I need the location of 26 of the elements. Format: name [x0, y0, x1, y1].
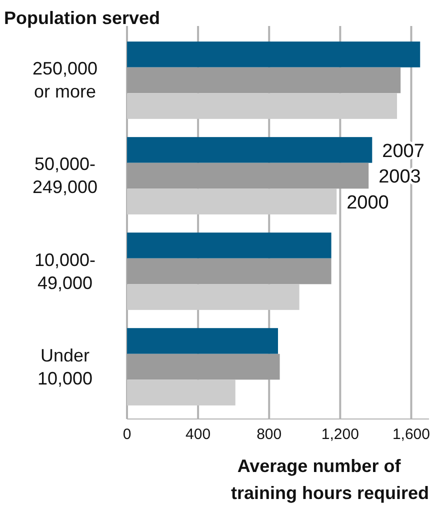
y-tick-label: 10,000-49,000 [34, 250, 96, 293]
bar [127, 284, 300, 310]
x-tick-label: 0 [122, 426, 132, 443]
series-label: 2007 [382, 140, 424, 162]
x-axis-title: Average number of training hours required [230, 456, 429, 503]
bar [127, 67, 401, 94]
bar [127, 188, 337, 214]
series-label: 2003 [378, 166, 421, 188]
x-tick-label: 400 [186, 426, 211, 443]
bar [127, 380, 236, 406]
bar [127, 258, 332, 284]
bar [127, 162, 369, 189]
bar [127, 42, 420, 68]
y-tick-label: 250,000 or more [32, 58, 98, 102]
bar [127, 137, 372, 163]
y-tick-label: 50,000-249,000 [32, 154, 98, 198]
x-tick-label: 1,600 [392, 426, 430, 443]
bar [127, 232, 332, 258]
bar [127, 328, 278, 354]
x-tick-label: 1,200 [321, 426, 359, 443]
y-tick-label: Under 10,000 [37, 345, 93, 388]
x-tick-label: 800 [256, 426, 282, 443]
bar [127, 93, 398, 119]
series-label: 2000 [346, 192, 389, 214]
chart-title: Population served [4, 8, 160, 28]
bar [127, 354, 280, 380]
